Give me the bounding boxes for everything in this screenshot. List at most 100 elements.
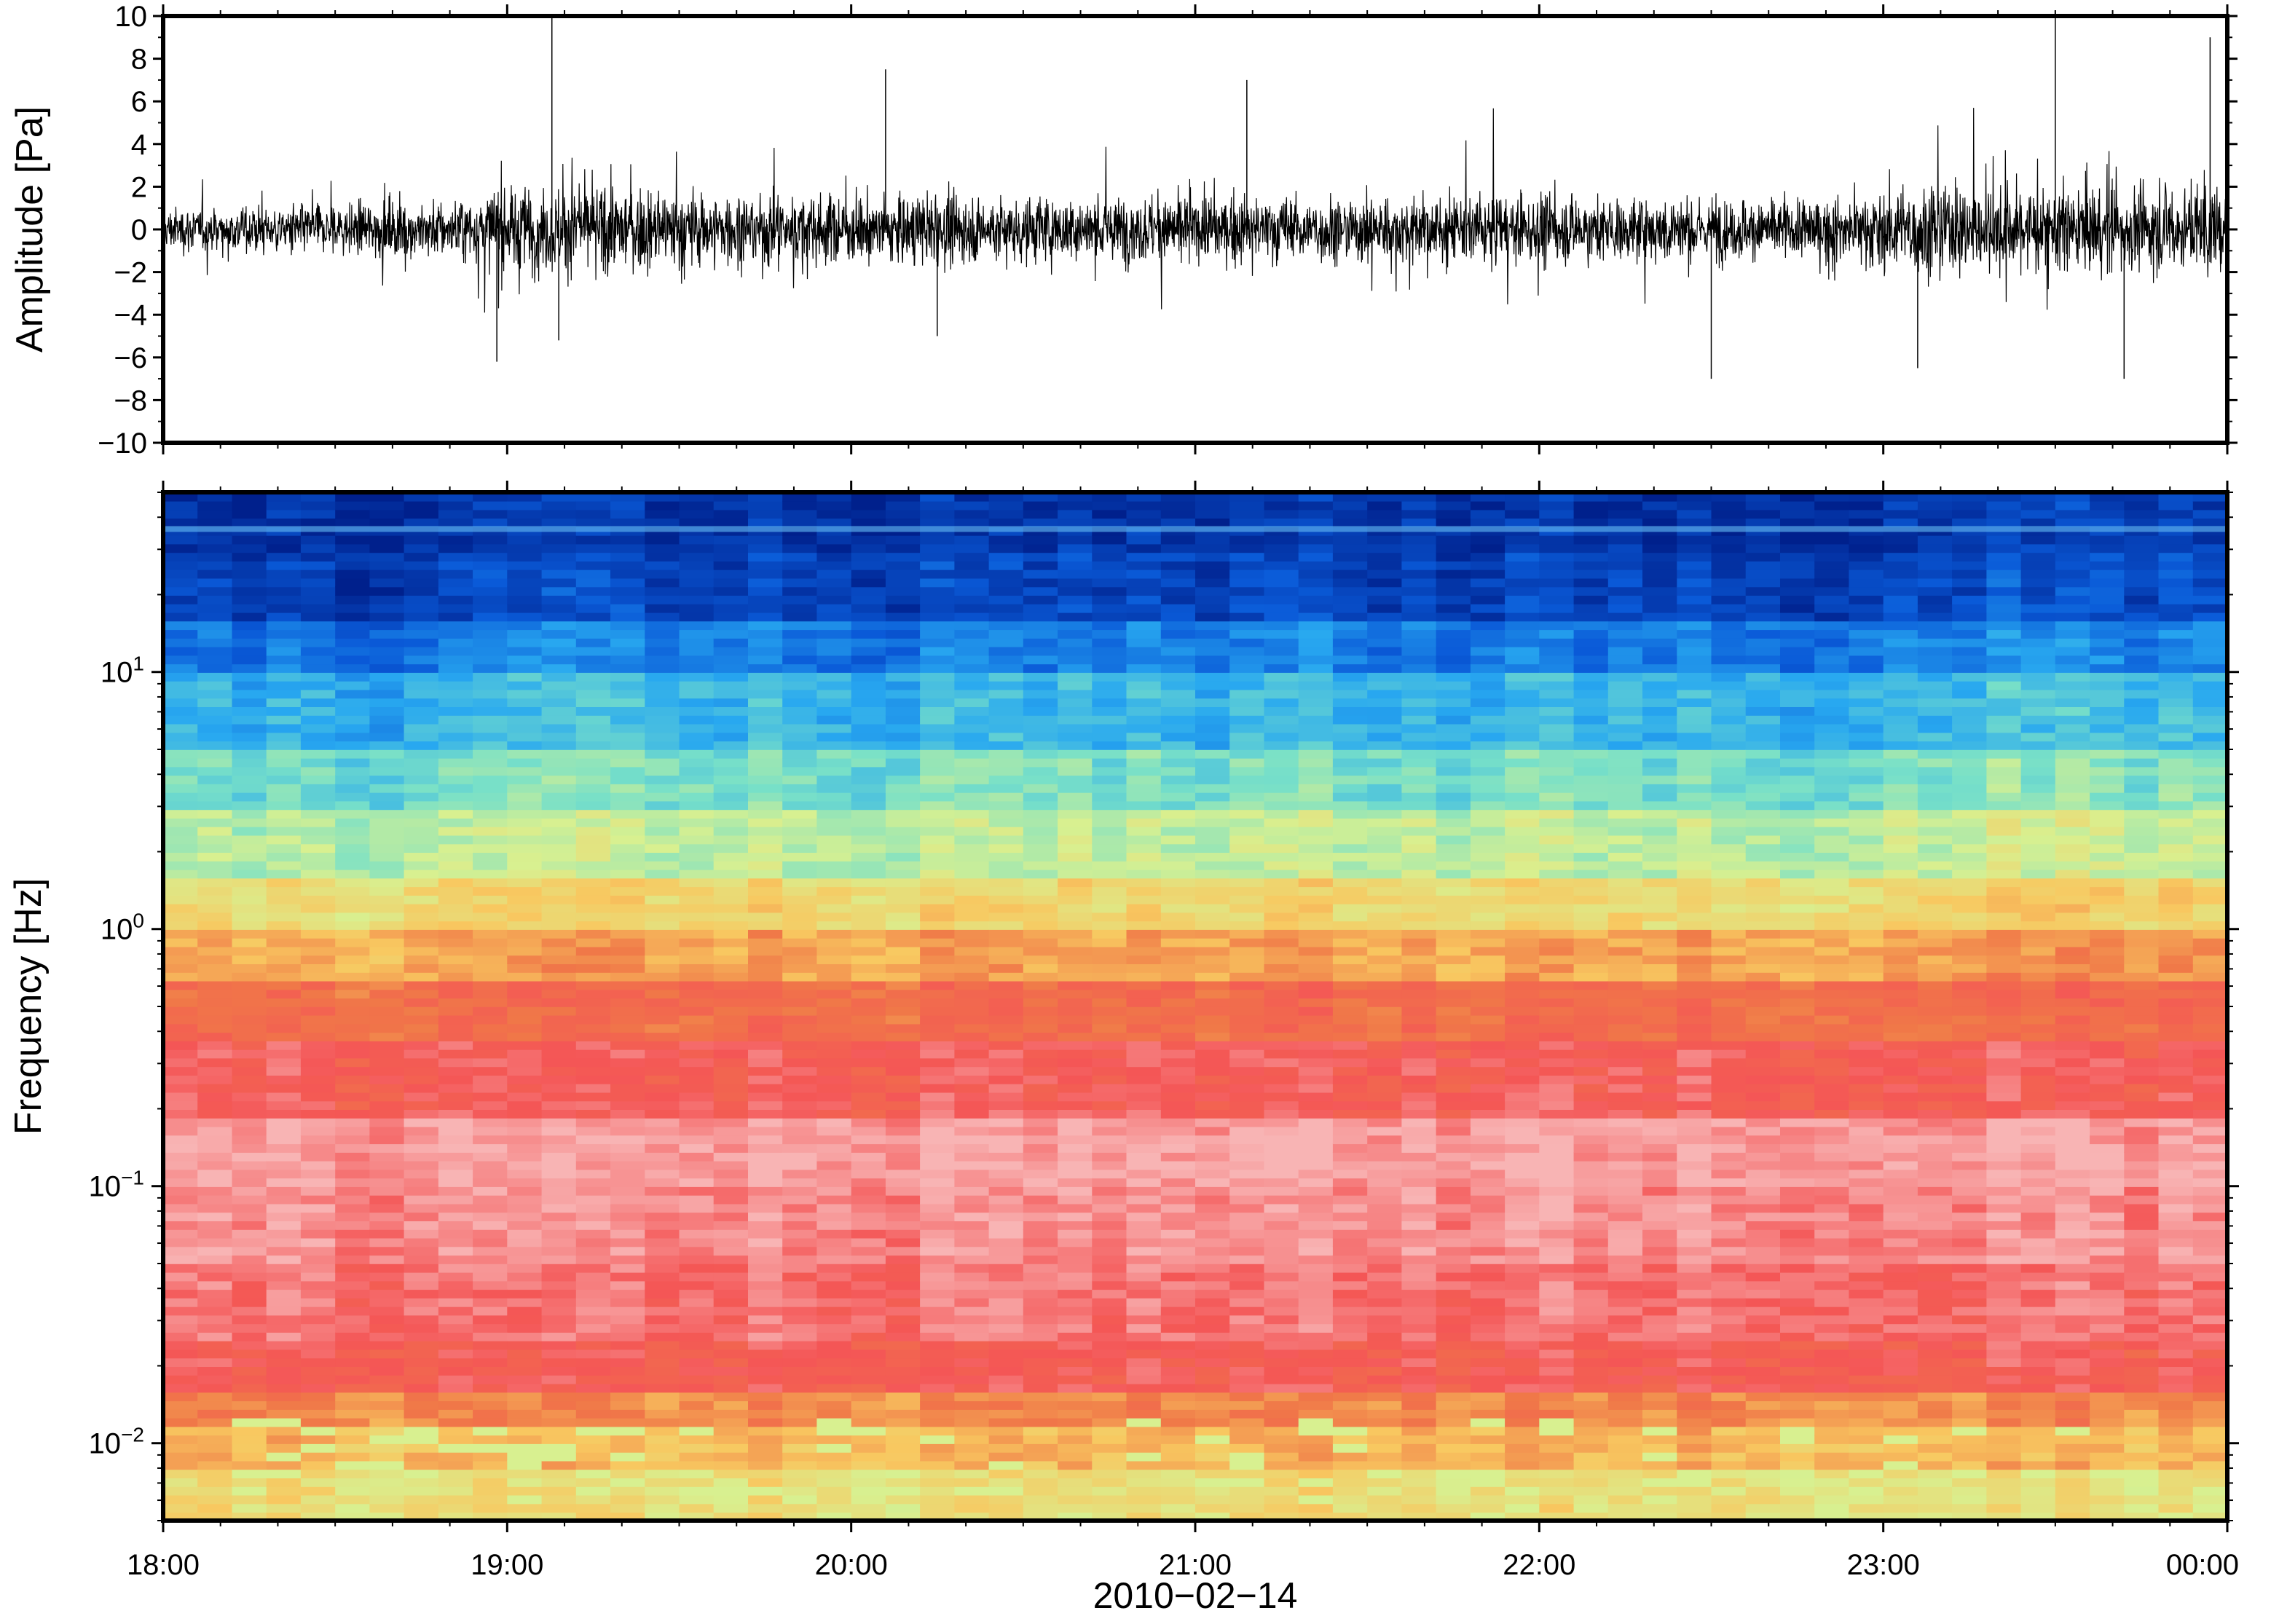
spectrogram-cell: [1505, 1478, 1540, 1487]
spectrogram-cell: [1332, 1143, 1368, 1153]
spectrogram-cell: [266, 1057, 302, 1068]
spectrogram-cell: [1401, 1075, 1437, 1084]
spectrogram-cell: [645, 1349, 680, 1359]
spectrogram-cell: [197, 800, 233, 811]
spectrogram-cell: [1058, 595, 1093, 604]
spectrogram-cell: [1126, 1041, 1162, 1050]
spectrogram-cell: [163, 1409, 198, 1419]
spectrogram-cell: [1367, 1194, 1403, 1205]
spectrogram-cell: [266, 852, 302, 862]
spectrogram-cell: [404, 1306, 439, 1316]
spectrogram-cell: [1058, 1169, 1093, 1179]
spectrogram-cell: [816, 869, 852, 879]
spectrogram-cell: [1126, 612, 1162, 622]
spectrogram-cell: [197, 1186, 233, 1196]
spectrogram-cell: [1229, 1417, 1265, 1427]
spectrogram-cell: [266, 1152, 302, 1162]
spectrogram-cell: [335, 998, 371, 1007]
spectrogram-cell: [1505, 826, 1540, 836]
spectrogram-cell: [1505, 672, 1540, 682]
spectrogram-cell: [473, 1186, 508, 1196]
spectrogram-cell: [232, 800, 267, 811]
spectrogram-cell: [575, 1083, 611, 1093]
spectrogram-cell: [713, 620, 749, 631]
spectrogram-cell: [954, 766, 990, 776]
spectrogram-cell: [885, 1280, 921, 1290]
spectrogram-cell: [266, 1383, 302, 1393]
spectrogram-cell: [1505, 912, 1540, 922]
spectrogram-cell: [885, 1435, 921, 1444]
spectrogram-cell: [885, 946, 921, 956]
spectrogram-cell: [473, 869, 508, 879]
spectrogram-cell: [1367, 749, 1403, 759]
spectrogram-cell: [575, 749, 611, 759]
spectrogram-cell: [1229, 638, 1265, 647]
spectrogram-cell: [748, 1383, 783, 1393]
spectrogram-cell: [438, 518, 473, 527]
spectrogram-cell: [748, 1143, 783, 1153]
spectrogram-cell: [1264, 535, 1299, 545]
spectrogram-cell: [1195, 1503, 1230, 1513]
spectrogram-cell: [748, 1229, 783, 1239]
spectrogram-cell: [163, 1194, 198, 1205]
spectrogram-cell: [713, 869, 749, 879]
spectrogram-cell: [713, 1118, 749, 1127]
spectrogram-cell: [920, 989, 956, 999]
spectrogram-cell: [1195, 1323, 1230, 1333]
spectrogram-cell: [1470, 835, 1506, 845]
spectrogram-cell: [920, 1221, 956, 1230]
spectrogram-cell: [1470, 1289, 1506, 1298]
spectrogram-cell: [713, 1152, 749, 1162]
spectrogram-cell: [1092, 1066, 1127, 1076]
spectrogram-cell: [300, 912, 336, 922]
spectrogram-cell: [782, 1400, 818, 1410]
spectrogram-cell: [988, 1194, 1024, 1205]
spectrogram-cell: [438, 1178, 473, 1187]
spectrogram-cell: [885, 706, 921, 716]
spectrogram-cell: [163, 826, 198, 836]
spectrogram-cell: [679, 1494, 715, 1505]
spectrogram-cell: [1367, 809, 1403, 819]
spectrogram-cell: [1058, 1194, 1093, 1205]
spectrogram-cell: [473, 1486, 508, 1496]
spectrogram-cell: [920, 775, 956, 784]
spectrogram-cell: [1505, 1366, 1540, 1376]
spectrogram-cell: [1539, 1357, 1575, 1367]
spectrogram-cell: [1229, 843, 1265, 853]
spectrogram-cell: [232, 646, 267, 656]
spectrogram-cell: [541, 1264, 577, 1273]
spectrogram-cell: [645, 929, 680, 939]
spectrogram-cell: [1264, 826, 1299, 836]
spectrogram-cell: [1332, 818, 1368, 827]
spectrogram-cell: [266, 1366, 302, 1376]
spectrogram-cell: [232, 1057, 267, 1068]
spectrogram-cell: [679, 620, 715, 631]
spectrogram-cell: [713, 612, 749, 622]
spectrogram-cell: [404, 1478, 439, 1487]
spectrogram-cell: [1092, 1023, 1127, 1033]
spectrogram-cell: [713, 586, 749, 596]
spectrogram-cell: [1401, 955, 1437, 964]
spectrogram-cell: [1023, 1126, 1058, 1136]
spectrogram-cell: [507, 1298, 543, 1307]
spectrogram-cell: [197, 1255, 233, 1264]
spectrogram-cell: [645, 1246, 680, 1256]
spectrogram-cell: [1298, 1194, 1334, 1205]
spectrogram-cell: [1264, 878, 1299, 888]
spectrogram-cell: [645, 1014, 680, 1025]
spectrogram-cell: [679, 586, 715, 596]
spectrogram-cell: [1332, 946, 1368, 956]
spectrogram-cell: [266, 1023, 302, 1033]
spectrogram-cell: [163, 646, 198, 656]
spectrogram-cell: [1023, 980, 1058, 990]
spectrogram-cell: [610, 1246, 645, 1256]
spectrogram-cell: [507, 792, 543, 802]
spectrogram-cell: [713, 604, 749, 613]
spectrogram-cell: [575, 1451, 611, 1462]
spectrogram-cell: [266, 1109, 302, 1119]
spectrogram-cell: [1505, 1451, 1540, 1462]
spectrogram-cell: [1229, 869, 1265, 879]
spectrogram-cell: [1229, 595, 1265, 604]
spectrogram-cell: [1195, 509, 1230, 519]
spectrogram-cell: [885, 775, 921, 784]
